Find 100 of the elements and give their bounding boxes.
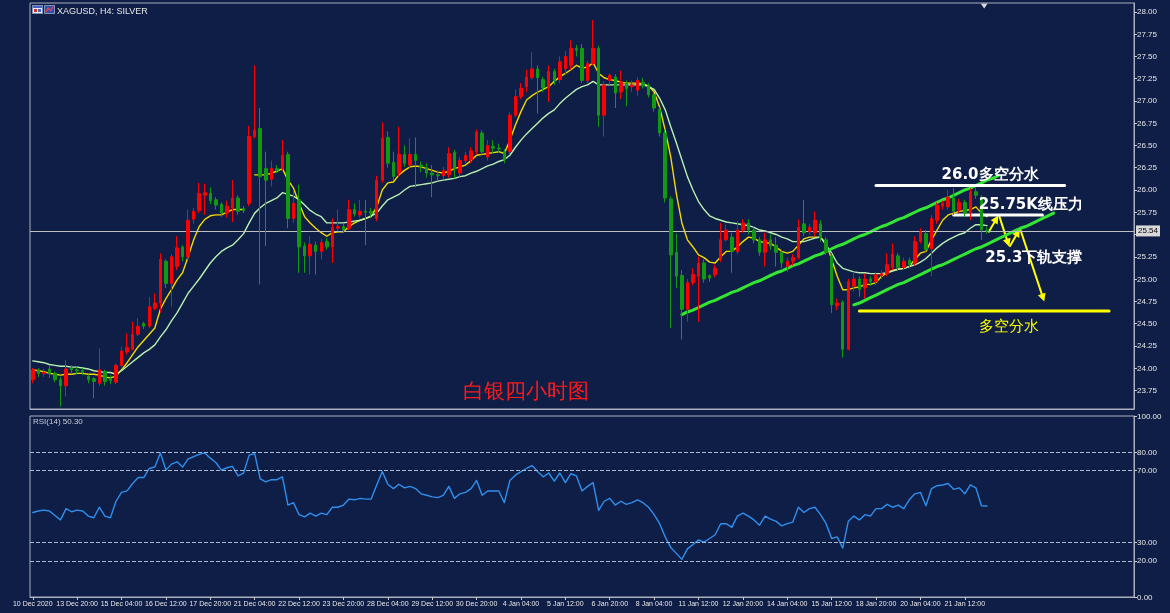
- text: 白银四小时图: [463, 378, 589, 403]
- candlestick: [791, 253, 795, 267]
- y-tick-label: 26.50: [1137, 140, 1158, 150]
- candlestick: [286, 151, 290, 229]
- y-tick-label: 28.00: [1137, 7, 1158, 17]
- candlestick: [430, 164, 434, 198]
- candlestick: [270, 160, 273, 187]
- y-tick-label: 80.00: [1137, 447, 1158, 457]
- candlestick: [148, 296, 151, 329]
- candlestick: [392, 151, 395, 182]
- candlestick: [869, 275, 872, 287]
- candlestick: [247, 125, 251, 207]
- candlestick: [48, 364, 51, 379]
- candlestick: [42, 368, 46, 378]
- candlestick: [175, 235, 179, 271]
- candlestick: [847, 278, 850, 351]
- candlestick: [87, 373, 90, 384]
- y-tick-label: 25.00: [1137, 274, 1158, 284]
- candlestick: [763, 232, 767, 268]
- candlestick: [669, 195, 673, 329]
- candlestick: [758, 236, 761, 257]
- candlestick: [425, 162, 428, 179]
- candlestick: [580, 43, 584, 84]
- candlestick: [835, 298, 839, 311]
- candlestick: [724, 224, 728, 243]
- candlestick: [170, 253, 173, 308]
- candlestick: [381, 121, 384, 184]
- y-tick-label: 70.00: [1137, 465, 1158, 475]
- candlestick: [364, 199, 367, 246]
- candlestick: [419, 160, 423, 173]
- candlestick: [503, 148, 506, 164]
- candlestick: [957, 198, 961, 214]
- candlestick: [275, 164, 279, 174]
- candlestick: [458, 156, 462, 178]
- candlestick: [780, 249, 783, 269]
- candlestick: [353, 202, 356, 218]
- y-tick-label: 24.50: [1137, 319, 1158, 329]
- candlestick: [214, 196, 218, 211]
- candlestick: [514, 88, 517, 118]
- candlestick: [375, 175, 378, 222]
- candlestick: [591, 19, 595, 66]
- candlestick: [358, 199, 362, 219]
- candlestick: [109, 374, 112, 385]
- candlestick: [53, 371, 57, 383]
- candlestick: [497, 143, 501, 154]
- candlestick: [736, 220, 739, 255]
- candlestick: [320, 238, 323, 260]
- y-tick-label: 27.00: [1137, 96, 1158, 106]
- candlestick: [397, 126, 401, 178]
- candlestick: [325, 237, 329, 251]
- candlestick: [303, 242, 306, 274]
- candlestick: [663, 128, 667, 203]
- candlestick: [636, 76, 639, 97]
- candlestick: [220, 201, 223, 218]
- candlestick: [874, 271, 878, 286]
- candlestick: [747, 218, 750, 235]
- candlestick: [508, 112, 512, 155]
- candlestick: [730, 232, 734, 274]
- candlestick: [225, 200, 229, 219]
- y-tick-label: 24.00: [1137, 363, 1158, 373]
- candlestick: [231, 179, 234, 223]
- candlestick: [946, 189, 950, 211]
- candlestick: [436, 169, 440, 182]
- candlestick: [442, 166, 445, 180]
- candlestick: [264, 151, 268, 247]
- candlestick: [774, 236, 778, 268]
- candlestick: [858, 275, 861, 298]
- candlestick: [314, 241, 317, 276]
- candlestick: [852, 271, 856, 292]
- candlestick: [369, 207, 373, 218]
- candlestick: [536, 64, 539, 114]
- candlestick: [469, 146, 473, 164]
- candlestick: [597, 45, 600, 128]
- candlestick: [414, 136, 417, 188]
- candlestick: [824, 236, 828, 256]
- candlestick: [802, 199, 806, 237]
- candlestick: [125, 332, 129, 356]
- candlestick: [675, 233, 678, 289]
- candlestick: [475, 128, 478, 155]
- candlestick: [930, 214, 933, 277]
- candlestick: [908, 257, 911, 269]
- y-tick-label: 20.00: [1137, 556, 1158, 566]
- chart-subtitle: XAGUSD, H4: SILVER: [57, 5, 149, 16]
- candlestick: [519, 82, 523, 100]
- y-tick-label: 26.75: [1137, 118, 1158, 128]
- candlestick: [647, 82, 650, 98]
- candlestick: [209, 186, 212, 205]
- candlestick: [297, 184, 301, 274]
- candlestick: [697, 256, 700, 323]
- candlestick: [186, 209, 190, 260]
- candlestick: [985, 226, 989, 235]
- candlestick: [575, 44, 578, 57]
- candlestick: [331, 217, 334, 264]
- y-tick-label: 30.00: [1137, 538, 1158, 548]
- y-tick-label: 26.00: [1137, 185, 1158, 195]
- candlestick: [863, 273, 867, 300]
- candlestick: [530, 51, 534, 81]
- candlestick: [81, 367, 84, 376]
- candlestick: [164, 258, 168, 289]
- candlestick: [192, 207, 195, 225]
